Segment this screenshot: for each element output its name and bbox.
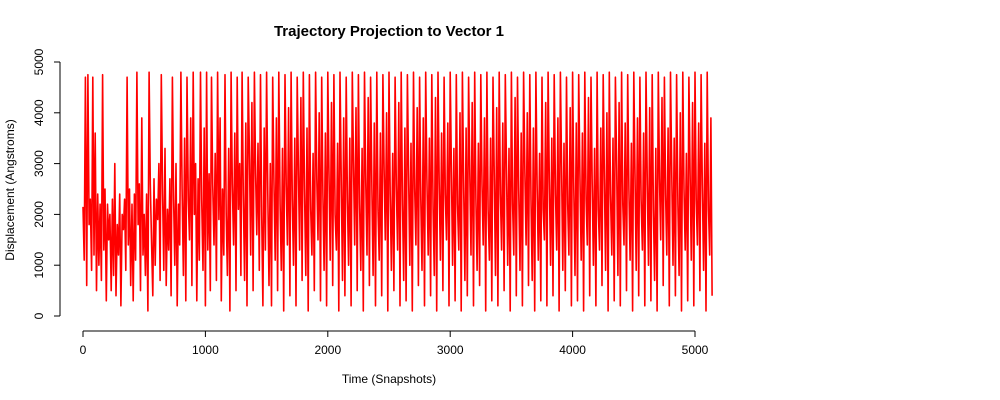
y-axis-label: Displacement (Angstroms) bbox=[3, 119, 17, 260]
y-tick-label: 1000 bbox=[32, 252, 46, 279]
x-tick-label: 5000 bbox=[682, 343, 709, 357]
chart-title: Trajectory Projection to Vector 1 bbox=[274, 23, 504, 40]
y-tick-label: 0 bbox=[32, 312, 46, 319]
x-axis: 0 1000 2000 3000 4000 5000 bbox=[80, 331, 709, 357]
x-tick-label: 0 bbox=[80, 343, 87, 357]
plot-area bbox=[83, 72, 712, 311]
x-tick-label: 4000 bbox=[559, 343, 586, 357]
y-tick-label: 4000 bbox=[32, 99, 46, 126]
x-tick-label: 2000 bbox=[314, 343, 341, 357]
y-axis: 0 1000 2000 3000 4000 5000 bbox=[32, 48, 60, 319]
x-axis-label: Time (Snapshots) bbox=[342, 372, 436, 386]
x-tick-label: 3000 bbox=[437, 343, 464, 357]
y-tick-label: 5000 bbox=[32, 48, 46, 75]
y-tick-label: 3000 bbox=[32, 150, 46, 177]
y-tick-label: 2000 bbox=[32, 201, 46, 228]
x-tick-label: 1000 bbox=[192, 343, 219, 357]
series-line bbox=[83, 72, 712, 311]
